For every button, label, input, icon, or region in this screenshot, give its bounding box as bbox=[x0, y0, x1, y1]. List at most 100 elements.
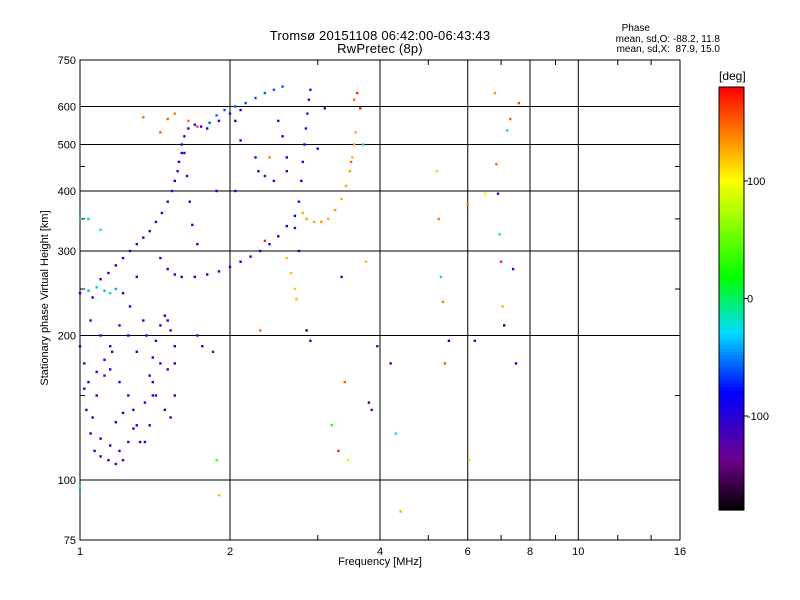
data-point bbox=[173, 179, 176, 183]
data-point bbox=[110, 350, 114, 353]
data-point bbox=[183, 151, 186, 155]
colorbar-segment bbox=[719, 242, 744, 247]
data-point bbox=[83, 362, 86, 365]
colorbar-segment bbox=[719, 150, 744, 155]
colorbar-segment bbox=[719, 411, 744, 416]
data-point bbox=[142, 116, 145, 119]
y-tick-label: 500 bbox=[58, 140, 76, 152]
data-point bbox=[143, 401, 147, 404]
colorbar-segment bbox=[719, 213, 744, 219]
data-point bbox=[447, 339, 451, 342]
data-point bbox=[180, 151, 183, 155]
data-point bbox=[468, 459, 471, 462]
data-point bbox=[289, 271, 293, 275]
colorbar-segment bbox=[719, 125, 744, 130]
data-point bbox=[187, 119, 190, 123]
data-point bbox=[376, 345, 379, 348]
colorbar-segment bbox=[719, 224, 744, 229]
colorbar-segment bbox=[719, 118, 744, 123]
data-point bbox=[196, 334, 199, 337]
colorbar-segment bbox=[719, 305, 744, 310]
data-point bbox=[145, 334, 148, 337]
colorbar-segment bbox=[719, 312, 744, 317]
data-point bbox=[349, 160, 353, 164]
colorbar-segment bbox=[719, 495, 744, 501]
data-point bbox=[121, 292, 125, 295]
data-point bbox=[91, 416, 94, 419]
colorbar-segment bbox=[719, 291, 744, 296]
y-tick-label: 300 bbox=[58, 246, 76, 258]
colorbar-segment bbox=[719, 203, 744, 208]
data-point bbox=[361, 143, 365, 146]
data-point bbox=[128, 305, 132, 308]
data-point bbox=[176, 170, 179, 173]
colorbar-segment bbox=[719, 390, 744, 395]
data-point bbox=[78, 292, 82, 295]
colorbar-segment bbox=[719, 450, 744, 455]
data-point bbox=[263, 91, 267, 95]
colorbar-segment bbox=[719, 344, 744, 349]
x-tick-label: 1 bbox=[77, 546, 83, 558]
colorbar-segment bbox=[719, 228, 744, 233]
data-point bbox=[132, 427, 135, 430]
colorbar-segment bbox=[719, 146, 744, 152]
data-point bbox=[316, 147, 319, 150]
colorbar-segment bbox=[719, 481, 744, 486]
data-point bbox=[154, 220, 158, 224]
data-point bbox=[297, 200, 301, 203]
data-point bbox=[114, 287, 117, 291]
data-point bbox=[183, 135, 186, 138]
data-point bbox=[163, 408, 166, 412]
phase-stats-title: Phase bbox=[621, 23, 650, 34]
colorbar-segment bbox=[719, 199, 744, 204]
colorbar-segment bbox=[719, 428, 744, 434]
colorbar-segment bbox=[719, 108, 744, 113]
y-tick-label: 75 bbox=[64, 535, 76, 547]
data-point bbox=[309, 88, 312, 91]
data-point bbox=[118, 380, 121, 384]
colorbar-unit: [deg] bbox=[719, 69, 746, 83]
data-point bbox=[135, 243, 138, 246]
colorbar-segment bbox=[719, 323, 744, 328]
data-point bbox=[217, 494, 221, 497]
data-point bbox=[206, 127, 209, 130]
x-tick-label: 4 bbox=[377, 546, 383, 558]
colorbar-segment bbox=[719, 252, 744, 257]
data-point bbox=[272, 88, 276, 91]
data-point bbox=[293, 287, 297, 291]
colorbar-segment bbox=[719, 210, 744, 215]
data-point bbox=[277, 235, 280, 238]
colorbar-segment bbox=[719, 266, 744, 271]
colorbar-segment bbox=[719, 157, 744, 162]
data-point bbox=[249, 255, 252, 258]
colorbar-segment bbox=[719, 161, 744, 166]
data-point bbox=[353, 98, 356, 101]
data-point bbox=[301, 211, 304, 215]
data-point bbox=[135, 350, 138, 353]
data-point bbox=[121, 256, 125, 260]
data-point bbox=[285, 156, 288, 159]
data-point bbox=[103, 289, 106, 292]
data-point bbox=[185, 174, 189, 178]
data-point bbox=[78, 485, 82, 488]
data-point bbox=[254, 96, 257, 100]
y-tick-label: 600 bbox=[58, 102, 76, 114]
data-point bbox=[99, 437, 102, 440]
data-point bbox=[501, 305, 504, 308]
data-point bbox=[103, 374, 106, 377]
data-point bbox=[305, 329, 308, 332]
x-tick-label: 8 bbox=[527, 546, 533, 558]
colorbar-segment bbox=[719, 439, 744, 444]
data-point bbox=[340, 197, 343, 201]
colorbar-segment bbox=[719, 196, 744, 201]
data-point bbox=[166, 319, 169, 322]
colorbar-segment bbox=[719, 421, 744, 427]
data-point bbox=[293, 214, 297, 218]
data-point bbox=[177, 160, 181, 164]
data-point bbox=[99, 334, 102, 337]
colorbar-segment bbox=[719, 414, 744, 419]
data-point bbox=[173, 112, 176, 115]
colorbar-segment bbox=[719, 122, 744, 127]
colorbar-segment bbox=[719, 97, 744, 102]
colorbar-segment bbox=[719, 330, 744, 335]
